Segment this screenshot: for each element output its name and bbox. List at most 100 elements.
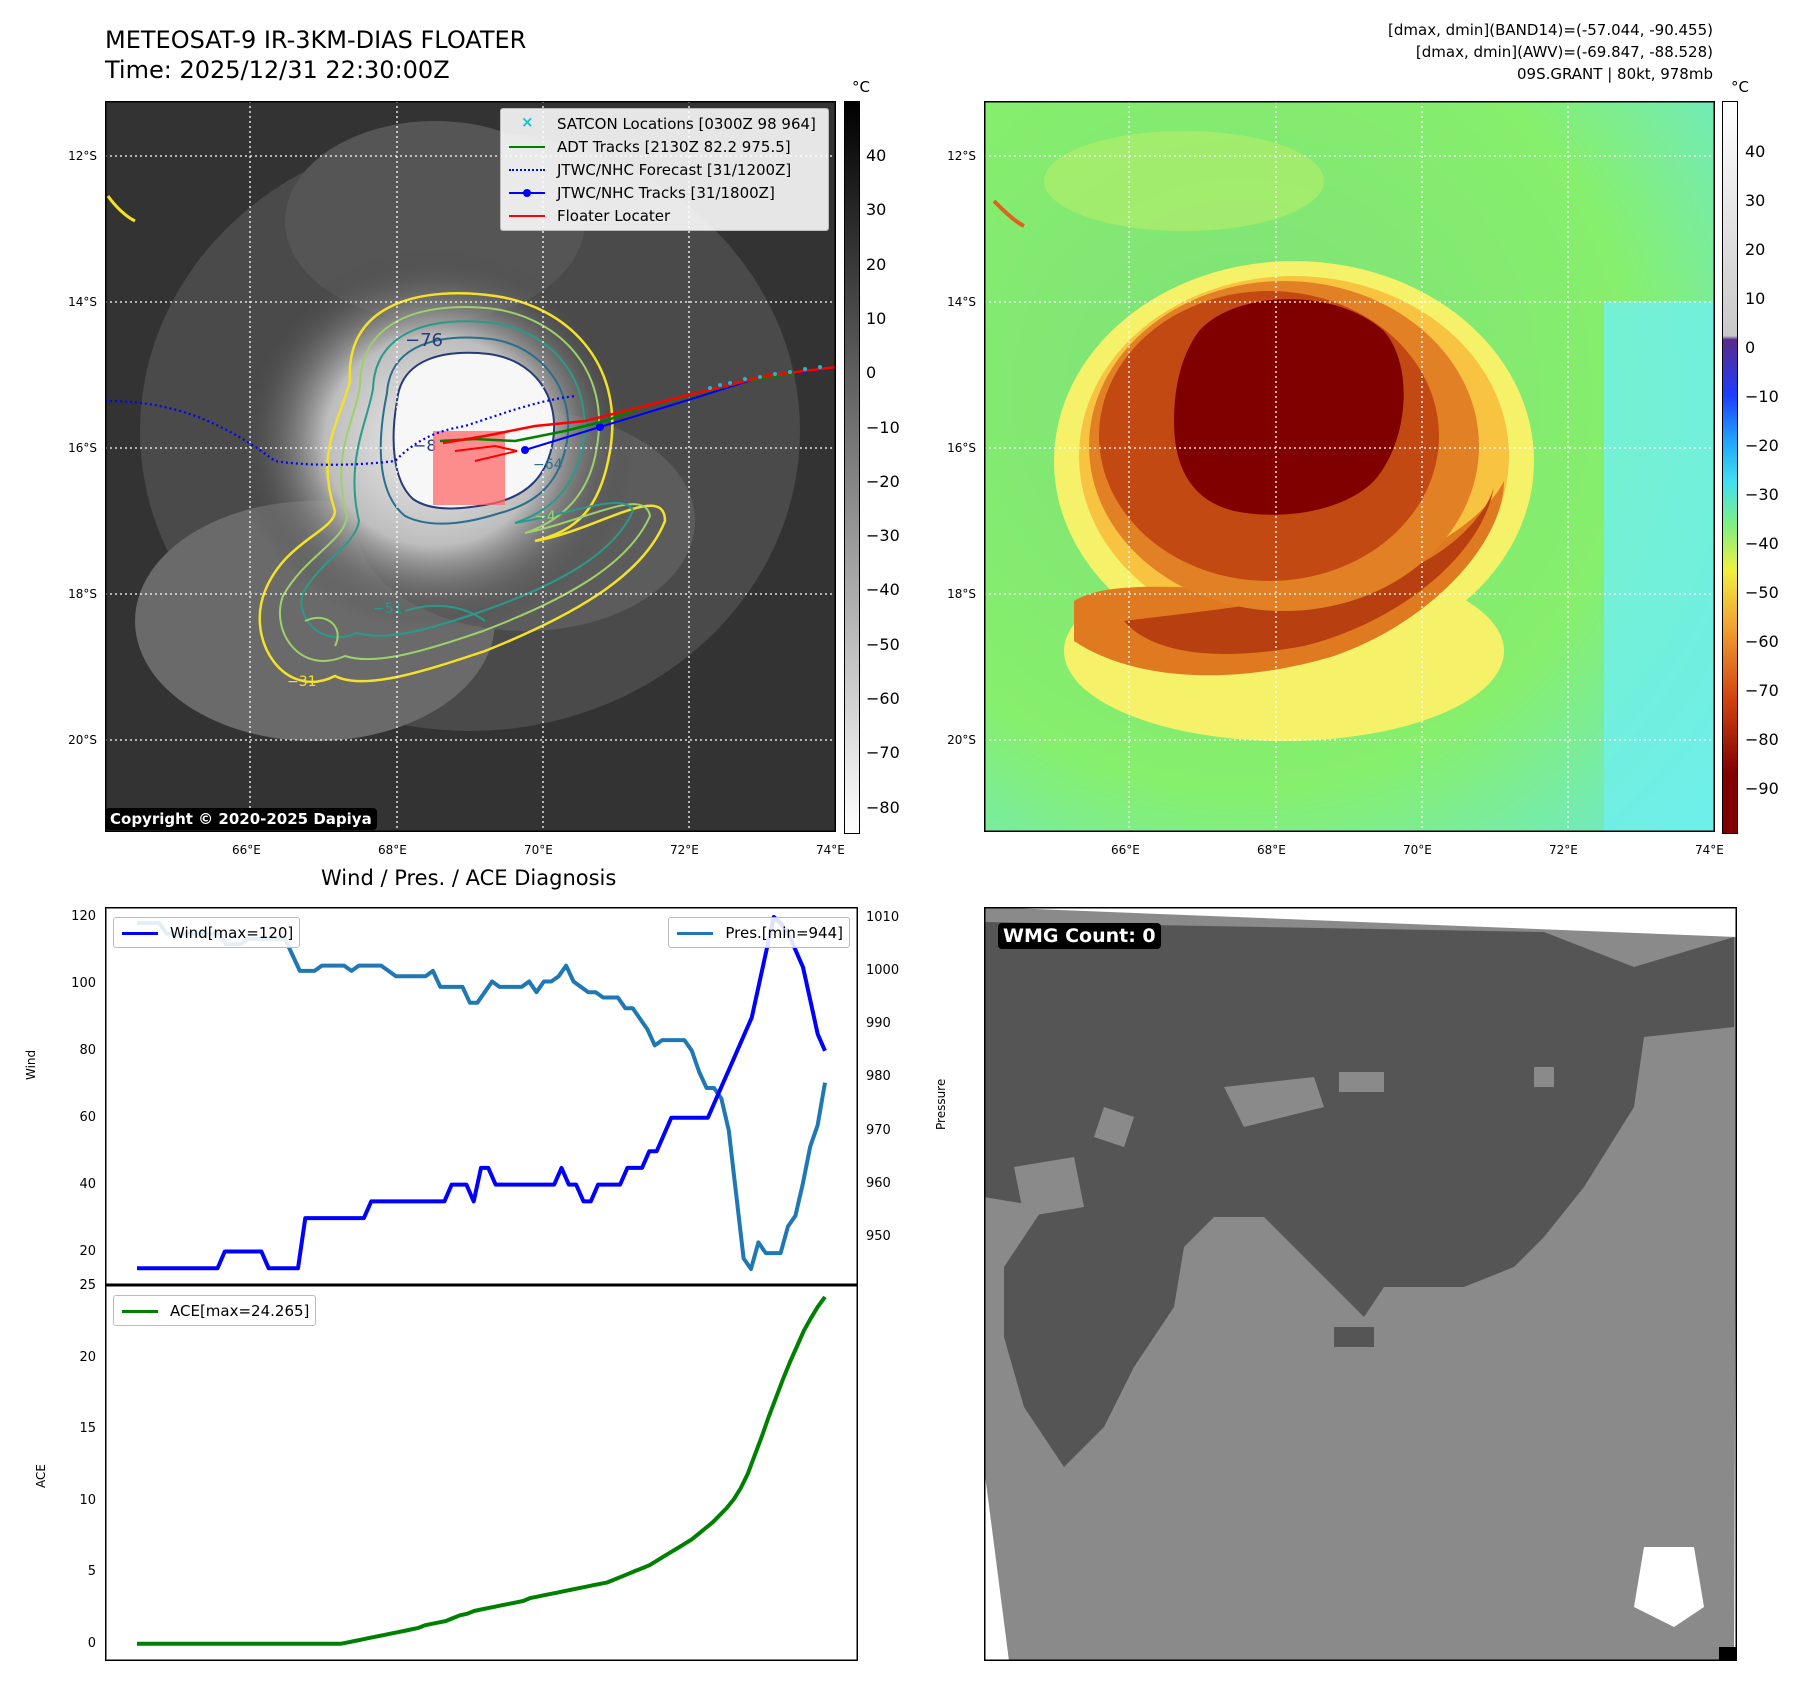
lon-tick: 70°E [524,843,553,857]
wind-line [137,915,827,1271]
wind-tick: 40 [79,1176,96,1192]
wind-legend: Wind[max=120] [113,917,301,948]
pressure-tick: 990 [866,1016,891,1032]
legend-item-forecast: JTWC/NHC Forecast [31/1200Z] [507,158,822,181]
solid-line-icon [677,931,714,935]
stats-awv: [dmax, dmin](AWV)=(-69.847, -88.528) [1415,43,1713,61]
contour-label: −31 [287,674,317,690]
dot-marker-icon [523,188,531,197]
legend-label: Pres.[min=944] [725,923,843,942]
ace-chart [104,1284,859,1662]
lon-tick: 68°E [378,843,407,857]
ace-line [137,1295,827,1646]
lon-tick: 70°E [1403,843,1432,857]
wind-tick: 120 [71,909,96,925]
pres-ylabel: Pressure [934,1078,948,1130]
lat-tick: 16°S [68,441,97,455]
colorbar-unit: °C [852,78,870,96]
lat-tick: 18°S [947,587,976,601]
ace-ylabel: ACE [34,1464,48,1488]
solid-line-icon [122,931,158,935]
jtwc-track-point [596,423,604,431]
colorbar-tick: −40 [1745,534,1779,553]
lon-tick: 72°E [670,843,699,857]
satcon-points [708,365,822,390]
ace-legend: ACE[max=24.265] [113,1295,317,1326]
lat-tick: 14°S [947,295,976,309]
color-map [983,100,1716,833]
stats-storm: 09S.GRANT | 80kt, 978mb [1516,65,1713,83]
colorbar-tick: −80 [866,797,900,817]
solid-line-icon [509,214,545,217]
lon-tick: 74°E [1695,843,1724,857]
ace-tick: 15 [79,1421,96,1437]
pressure-line [137,921,827,1271]
color-map-panel [983,100,1716,833]
pressure-tick: 1010 [866,909,900,925]
colorbar-tick: −90 [1745,779,1779,798]
diag-title: Wind / Pres. / ACE Diagnosis [321,866,617,890]
colorbar-tick: 40 [866,146,887,165]
wind-tick: 60 [79,1109,96,1125]
wind-pres-chart [104,906,859,1286]
colorbar-tick: −50 [866,634,900,654]
colorbar-unit: °C [1731,78,1749,96]
solid-line-icon [509,145,545,148]
contour-label: −64 [533,457,563,473]
colorbar-tick: −70 [1745,681,1779,700]
figure-title: METEOSAT-9 IR-3KM-DIAS FLOATER [105,26,527,54]
wind-tick: 100 [71,975,96,991]
legend-label: JTWC/NHC Forecast [31/1200Z] [557,160,792,179]
colorbar-tick: −50 [1745,583,1779,602]
colorbar-tick: 30 [1745,191,1766,210]
legend-label: Floater Locater [557,206,671,225]
lat-tick: 16°S [947,441,976,455]
colorbar-tick: −60 [1745,632,1779,651]
contour-label: −4 [535,509,556,525]
lat-tick: 12°S [68,149,97,163]
contour-label: −76 [405,330,443,351]
jtwc-track-point [521,446,529,454]
ace-panel: ACE[max=24.265] [104,1284,859,1662]
wmg-panel: WMG Count: 0 [983,906,1738,1662]
lat-tick: 20°S [68,733,97,747]
legend-label: Wind[max=120] [170,923,294,942]
wmg-count-badge: WMG Count: 0 [998,923,1161,949]
wind-tick: 20 [79,1243,96,1259]
map-legend: × SATCON Locations [0300Z 98 964] ADT Tr… [500,108,829,231]
lon-tick: 66°E [1111,843,1140,857]
lon-tick: 74°E [816,843,845,857]
contour-label: −51 [373,601,403,617]
ir-map-panel: −76 −8 −64 −51 −31 −4 [104,100,837,833]
wind-ylabel: Wind [24,1049,38,1080]
colorbar-tick: 10 [1745,289,1766,308]
ace-tick: 0 [87,1635,96,1651]
solid-line-icon [122,1309,158,1313]
wind-tick: 80 [79,1042,96,1058]
colorbar-tick: 20 [866,254,887,274]
lat-tick: 18°S [68,587,97,601]
legend-item-jtwc-tracks: JTWC/NHC Tracks [31/1800Z] [507,181,822,204]
x-marker-icon: × [521,112,534,131]
colorbar-tick: 10 [866,308,887,328]
legend-label: JTWC/NHC Tracks [31/1800Z] [557,183,775,202]
lon-tick: 66°E [232,843,261,857]
colorbar-tick: 20 [1745,240,1766,259]
colorbar-tick: −30 [1745,485,1779,504]
legend-label: SATCON Locations [0300Z 98 964] [557,114,816,133]
colorbar-tick: −40 [866,580,900,600]
legend-item-adt: ADT Tracks [2130Z 82.2 975.5] [507,135,822,158]
colorbar-tick: −80 [1745,730,1779,749]
ace-tick: 25 [79,1278,96,1294]
lon-tick: 68°E [1257,843,1286,857]
ace-tick: 10 [79,1492,96,1508]
dotted-line-icon [509,168,545,171]
wmg-map [983,906,1738,1662]
legend-label: ACE[max=24.265] [170,1301,310,1320]
pressure-tick: 950 [866,1229,891,1245]
ace-tick: 20 [79,1349,96,1365]
colorbar-tick: −30 [866,526,900,546]
color-colorbar [1722,101,1738,834]
colorbar-tick: −70 [866,743,900,763]
colorbar-tick: −20 [866,471,900,491]
